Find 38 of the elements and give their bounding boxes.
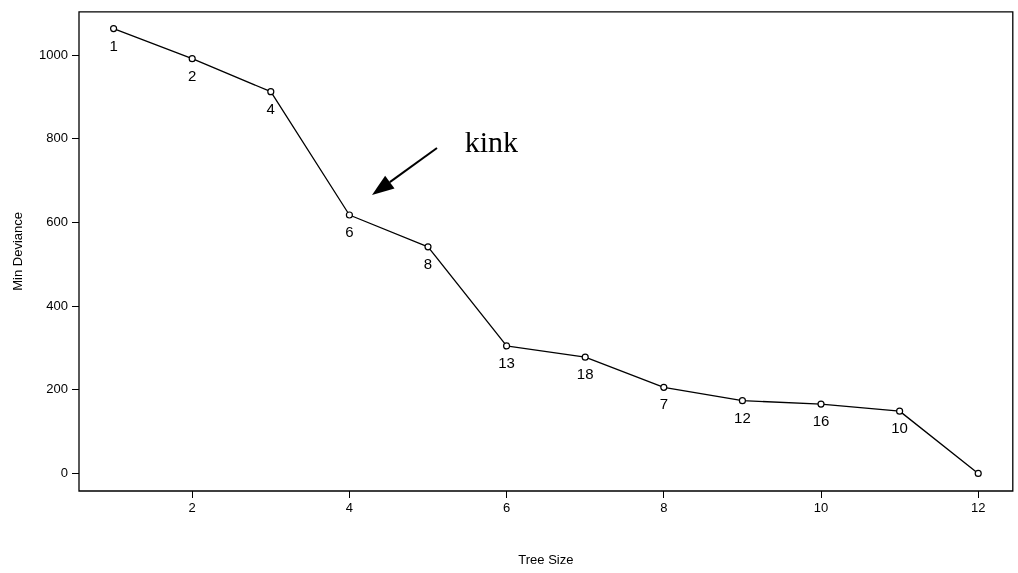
y-tick-label: 200	[46, 381, 68, 397]
y-tick-label: 400	[46, 297, 68, 313]
point	[503, 342, 511, 350]
x-tick-label: 12	[970, 500, 986, 516]
x-tick-label: 6	[502, 500, 511, 516]
x-tick-label: 4	[345, 500, 354, 516]
annotation: 10	[891, 419, 908, 437]
x-tick-label: 8	[660, 500, 668, 516]
y-axis-title: Min Deviance	[9, 212, 25, 291]
point	[188, 55, 196, 63]
point	[974, 469, 982, 478]
point	[424, 243, 432, 251]
annotation: 4	[266, 99, 275, 117]
point	[109, 24, 118, 33]
y-tick-label: 1000	[39, 46, 68, 62]
point	[817, 400, 825, 408]
y-tick-label: 800	[46, 130, 68, 146]
y-tick-label: 600	[46, 214, 68, 230]
annotation: 18	[576, 365, 594, 383]
point	[660, 383, 668, 391]
annotation: 8	[423, 254, 433, 272]
annotation: 16	[812, 412, 830, 430]
annotation: 12	[734, 408, 751, 426]
point	[345, 211, 353, 219]
point	[581, 353, 589, 361]
point	[896, 407, 904, 415]
point	[738, 397, 747, 405]
x-tick-label: 2	[188, 500, 196, 516]
annotation: 2	[188, 66, 197, 84]
x-axis-title: Tree Size	[518, 551, 574, 567]
annotation: 6	[345, 223, 354, 241]
annotation: 7	[659, 395, 668, 413]
point	[267, 88, 275, 96]
y-tick-label: 0	[60, 465, 68, 481]
annotation: 13	[498, 354, 515, 372]
annotation: 1	[109, 36, 118, 54]
annotation: kink	[464, 125, 519, 159]
x-tick-label: 10	[813, 500, 829, 516]
